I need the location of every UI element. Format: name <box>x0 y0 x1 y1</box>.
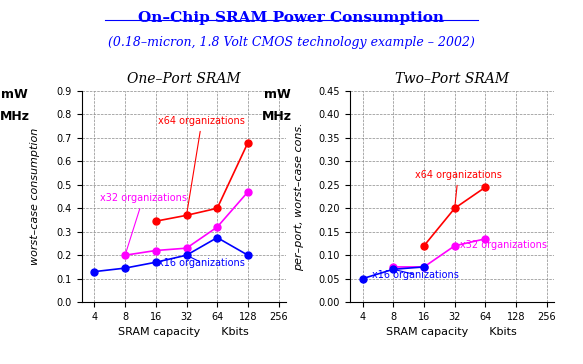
Text: x16 organizations: x16 organizations <box>159 256 245 268</box>
Text: x32 organizations: x32 organizations <box>455 240 547 250</box>
Text: worst–case consumption: worst–case consumption <box>30 128 40 265</box>
X-axis label: SRAM capacity      Kbits: SRAM capacity Kbits <box>387 327 517 337</box>
Title: Two–Port SRAM: Two–Port SRAM <box>395 72 509 86</box>
Text: MHz: MHz <box>0 110 30 123</box>
Text: mW: mW <box>1 88 28 101</box>
Text: x16 organizations: x16 organizations <box>373 270 459 280</box>
Text: (0.18–micron, 1.8 Volt CMOS technology example – 2002): (0.18–micron, 1.8 Volt CMOS technology e… <box>108 36 475 50</box>
Text: x64 organizations: x64 organizations <box>159 116 245 213</box>
X-axis label: SRAM capacity      Kbits: SRAM capacity Kbits <box>118 327 249 337</box>
Text: mW: mW <box>264 88 290 101</box>
Text: On–Chip SRAM Power Consumption: On–Chip SRAM Power Consumption <box>139 11 444 25</box>
Text: MHz: MHz <box>262 110 292 123</box>
Text: x64 organizations: x64 organizations <box>415 170 501 206</box>
Title: One–Port SRAM: One–Port SRAM <box>127 72 240 86</box>
Text: x32 organizations: x32 organizations <box>100 193 187 253</box>
Text: per–port, worst–case cons.: per–port, worst–case cons. <box>294 122 304 271</box>
